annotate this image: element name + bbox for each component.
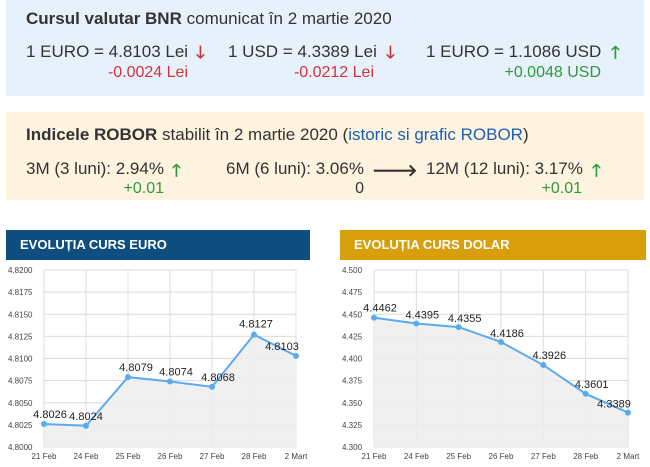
arrow-up-icon: 🡑 [611,43,620,62]
y-tick-label: 4.425 [342,332,363,341]
y-tick-label: 4.375 [342,377,363,386]
data-label: 4.8127 [239,319,273,331]
robor-12m-change: +0.01 [541,180,582,197]
data-label: 4.3389 [597,399,631,411]
data-label: 4.4395 [406,310,440,322]
data-point [540,362,547,369]
arrow-up-icon: 🡑 [172,161,181,180]
robor-subtitle-end: ) [522,125,529,144]
y-tick-label: 4.450 [342,310,363,319]
data-point [498,339,504,346]
data-label: 4.8026 [33,409,67,421]
data-point [83,422,89,429]
x-tick-label: 21 Feb [362,452,387,461]
data-point [125,374,131,381]
data-point [41,420,47,427]
bnr-header: Cursul valutar BNR comunicat în 2 martie… [26,9,392,29]
x-tick-label: 26 Feb [158,452,183,461]
y-tick-label: 4.8025 [8,421,33,430]
y-tick-label: 4.475 [342,288,363,297]
robor-6m-rate: 6M (6 luni): 3.06% [226,159,364,178]
arrow-right-icon: 🡒 [372,161,418,180]
data-point [209,383,215,390]
robor-header: Indicele ROBOR stabilit în 2 martie 2020… [26,125,529,145]
dollar-chart-header: EVOLUȚIA CURS DOLAR [340,230,646,260]
y-tick-label: 4.500 [342,266,363,275]
dollar-chart-panel: EVOLUȚIA CURS DOLAR 4.500 4.475 4.450 4.425… [340,230,646,467]
data-point [455,324,462,331]
data-point [167,378,173,385]
data-point [625,409,631,416]
x-tick-label: 28 Feb [573,452,598,461]
y-tick-label: 4.8075 [8,377,33,386]
bnr-title: Cursul valutar BNR [26,9,182,28]
data-point [293,352,299,359]
x-tick-label: 27 Feb [200,452,225,461]
euro-usd-change: +0.0048 USD [504,64,601,81]
robor-12m-rate: 12M (12 luni): 3.17% [426,159,583,178]
data-point [582,390,589,397]
y-tick-label: 4.8100 [8,355,33,364]
bnr-subtitle: comunicat în 2 martie 2020 [186,9,392,28]
area-fill [44,334,296,447]
data-label: 4.3601 [575,379,609,391]
arrow-down-icon: 🡓 [386,43,395,62]
y-tick-label: 4.8050 [8,399,33,408]
usd-lei-change: -0.0212 Lei [293,64,374,81]
y-tick-label: 4.325 [342,421,363,430]
y-tick-label: 4.8175 [8,288,33,297]
data-label: 4.8103 [265,341,299,353]
data-point [251,331,257,338]
euro-usd-rate: 1 EURO = 1.1086 USD [426,42,602,61]
x-tick-label: 21 Feb [32,452,57,461]
robor-box: Indicele ROBOR stabilit în 2 martie 2020… [6,112,644,200]
euro-chart: 4.8200 4.8175 4.8150 4.8125 4.8100 4.8075 4.80… [8,266,308,461]
usd-lei-rate: 1 USD = 4.3389 Lei [228,42,377,61]
bnr-rates-box: Cursul valutar BNR comunicat în 2 martie… [6,0,644,96]
data-label: 4.8079 [119,362,153,374]
x-tick-label: 28 Feb [242,452,267,461]
robor-6m-change: 0 [355,180,364,197]
data-point [371,314,377,321]
euro-chart-header: EVOLUȚIA CURS EURO [6,230,310,260]
y-tick-label: 4.8125 [8,332,33,341]
y-tick-label: 4.300 [342,443,363,452]
y-tick-label: 4.350 [342,399,363,408]
x-tick-label: 2 Mart [285,452,308,461]
euro-lei-rate: 1 EURO = 4.8103 Lei [26,42,189,61]
x-tick-label: 2 Mart [617,452,640,461]
y-tick-label: 4.8000 [8,443,33,452]
robor-3m-rate: 3M (3 luni): 2.94% [26,159,164,178]
robor-3m-change: +0.01 [123,180,164,197]
data-label: 4.3926 [533,350,567,362]
robor-title: Indicele ROBOR [26,125,158,144]
robor-history-link[interactable]: istoric si grafic ROBOR [348,125,523,144]
data-label: 4.8024 [69,411,103,423]
y-tick-label: 4.400 [342,355,363,364]
x-tick-label: 25 Feb [446,452,471,461]
dollar-chart: 4.500 4.475 4.450 4.425 4.400 4.375 4.350 4.325… [342,266,640,461]
data-label: 4.8074 [159,367,193,379]
data-label: 4.4355 [448,313,482,325]
y-tick-label: 4.8200 [8,266,33,275]
data-label: 4.4462 [363,303,397,315]
robor-subtitle: stabilit în 2 martie 2020 ( [162,125,349,144]
euro-chart-title: EVOLUȚIA CURS EURO [20,237,167,252]
data-point [413,320,420,327]
data-label: 4.8068 [201,372,235,384]
arrow-down-icon: 🡓 [196,43,205,62]
euro-lei-change: -0.0024 Lei [107,64,188,81]
x-tick-label: 26 Feb [489,452,514,461]
euro-chart-panel: EVOLUȚIA CURS EURO 4.8200 4.8175 4.8150 4.8… [6,230,310,467]
arrow-up-icon: 🡑 [592,161,601,180]
y-tick-label: 4.8150 [8,310,33,319]
area-fill [374,317,628,447]
x-tick-label: 25 Feb [116,452,141,461]
data-label: 4.4186 [490,328,524,340]
x-tick-label: 24 Feb [74,452,99,461]
x-tick-label: 24 Feb [404,452,429,461]
x-tick-label: 27 Feb [531,452,556,461]
dollar-chart-title: EVOLUȚIA CURS DOLAR [354,237,510,252]
